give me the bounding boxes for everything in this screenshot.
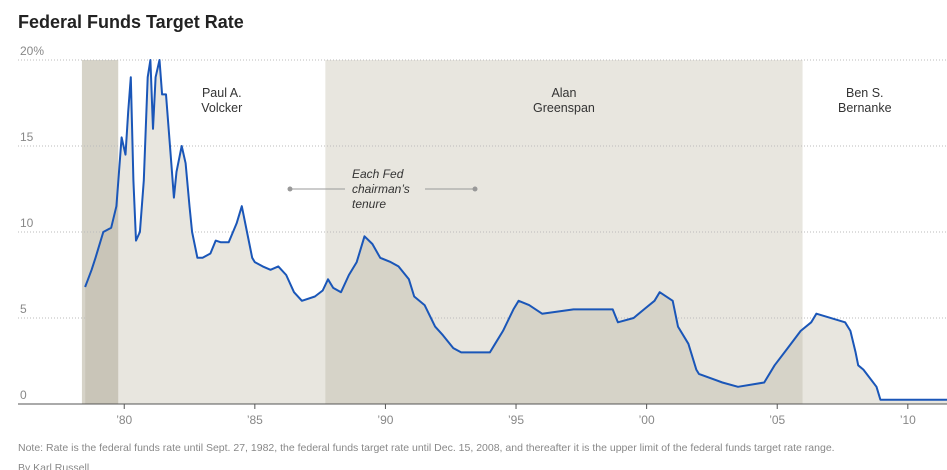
note: Note: Rate is the federal funds rate unt… bbox=[18, 442, 835, 454]
chairman-label: Greenspan bbox=[533, 101, 595, 115]
annotation: chairman’s bbox=[352, 182, 410, 196]
y-tick-label: 15 bbox=[20, 130, 34, 144]
byline: By Karl Russell bbox=[18, 462, 89, 470]
chairman-label: Paul A. bbox=[202, 86, 242, 100]
x-tick-label: ’85 bbox=[247, 413, 263, 427]
x-tick-label: ’95 bbox=[508, 413, 524, 427]
y-tick-label: 5 bbox=[20, 302, 27, 316]
y-tick-label: 0 bbox=[20, 388, 27, 402]
annotation-dot bbox=[472, 186, 478, 192]
y-tick-label: 10 bbox=[20, 216, 34, 230]
chairman-label: Alan bbox=[551, 86, 576, 100]
x-tick-label: ’00 bbox=[639, 413, 655, 427]
annotation-dot bbox=[287, 186, 293, 192]
chairman-label: Volcker bbox=[201, 101, 242, 115]
x-tick-label: ’80 bbox=[116, 413, 132, 427]
y-tick-label: 20% bbox=[20, 44, 44, 58]
area bbox=[85, 60, 947, 404]
area-shaded bbox=[325, 236, 803, 404]
chairman-label: Bernanke bbox=[838, 101, 892, 115]
x-tick-label: ’90 bbox=[377, 413, 393, 427]
x-tick-label: ’10 bbox=[900, 413, 916, 427]
x-tick-label: ’05 bbox=[769, 413, 785, 427]
chart-title: Federal Funds Target Rate bbox=[18, 12, 244, 32]
area-shaded bbox=[85, 181, 119, 404]
chairman-label: Ben S. bbox=[846, 86, 884, 100]
line bbox=[84, 59, 947, 401]
annotation: tenure bbox=[352, 197, 386, 211]
annotation: Each Fed bbox=[352, 167, 404, 181]
